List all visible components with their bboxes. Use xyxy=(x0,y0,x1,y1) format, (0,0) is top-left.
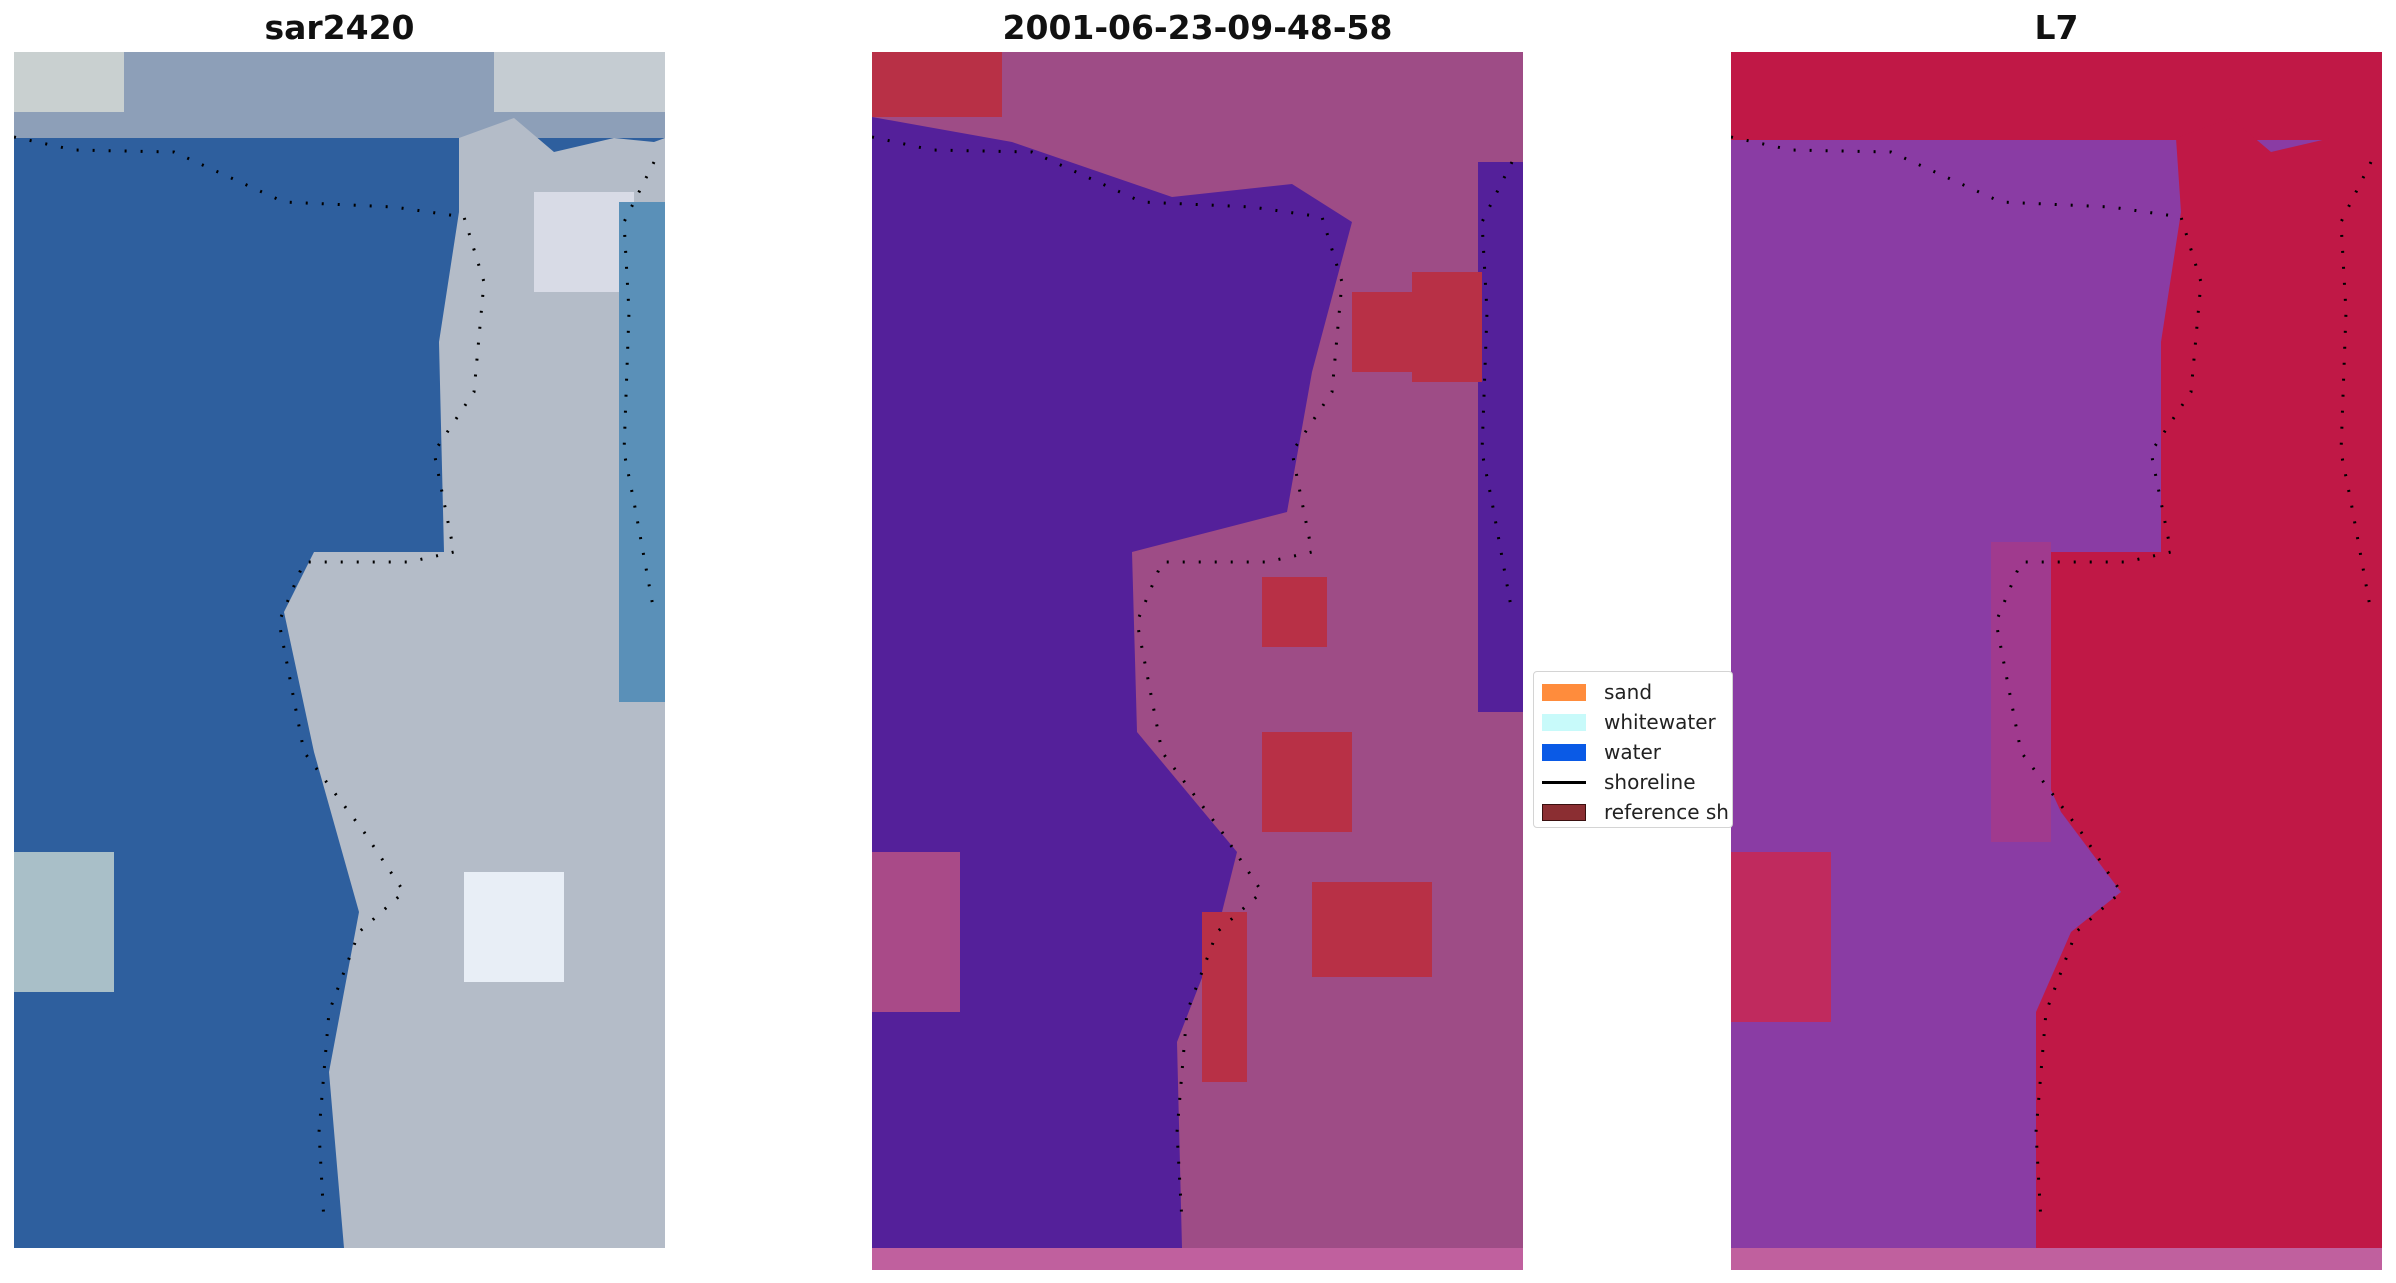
rgb-top-cloud-patch-2 xyxy=(494,52,665,112)
classified-bottom-strip xyxy=(872,1248,1523,1270)
panel-title-rgb: sar2420 xyxy=(264,8,415,47)
index-land xyxy=(2001,118,2382,1248)
shoreline-line-swatch xyxy=(1542,781,1586,784)
rgb-land-bright-2 xyxy=(464,872,564,982)
classified-sand-5 xyxy=(1262,732,1352,832)
rgb-land-bright xyxy=(534,192,634,292)
legend-label-reference-shoreline: reference sh xyxy=(1604,800,1729,824)
whitewater-swatch xyxy=(1542,714,1586,731)
legend-label-shoreline: shoreline xyxy=(1604,770,1696,794)
classified-water-right xyxy=(1478,162,1523,712)
classified-image xyxy=(872,52,1523,1270)
rgb-image xyxy=(14,52,665,1248)
index-land-transition xyxy=(1991,542,2051,842)
legend-label-whitewater: whitewater xyxy=(1604,710,1716,734)
legend: sand whitewater water shoreline referenc… xyxy=(1533,671,1733,828)
classified-sand-2 xyxy=(1352,292,1417,372)
classified-land-bottom-left xyxy=(872,852,960,1012)
classified-water xyxy=(872,117,1352,1248)
sand-swatch xyxy=(1542,684,1586,701)
classified-sand-4 xyxy=(1262,577,1327,647)
index-image xyxy=(1731,52,2382,1270)
rgb-land xyxy=(284,118,665,1248)
index-bottom-strip xyxy=(1731,1248,2382,1270)
panel-title-sensor: L7 xyxy=(2034,8,2079,47)
index-bottom-left-land xyxy=(1731,852,1831,1022)
rgb-right-strip xyxy=(619,202,665,702)
classified-sand-1 xyxy=(872,52,1002,117)
rgb-top-cloud-patch xyxy=(14,52,124,112)
legend-label-water: water xyxy=(1604,740,1661,764)
classified-sand-7 xyxy=(1202,912,1247,1082)
reference-shoreline-swatch xyxy=(1542,804,1586,821)
rgb-bottom-left-shoal xyxy=(14,852,114,992)
water-swatch xyxy=(1542,744,1586,761)
panel-title-date: 2001-06-23-09-48-58 xyxy=(1002,8,1393,47)
classified-sand-6 xyxy=(1312,882,1432,977)
classified-sand-3 xyxy=(1412,272,1482,382)
index-top xyxy=(1731,52,2382,140)
legend-label-sand: sand xyxy=(1604,680,1653,704)
